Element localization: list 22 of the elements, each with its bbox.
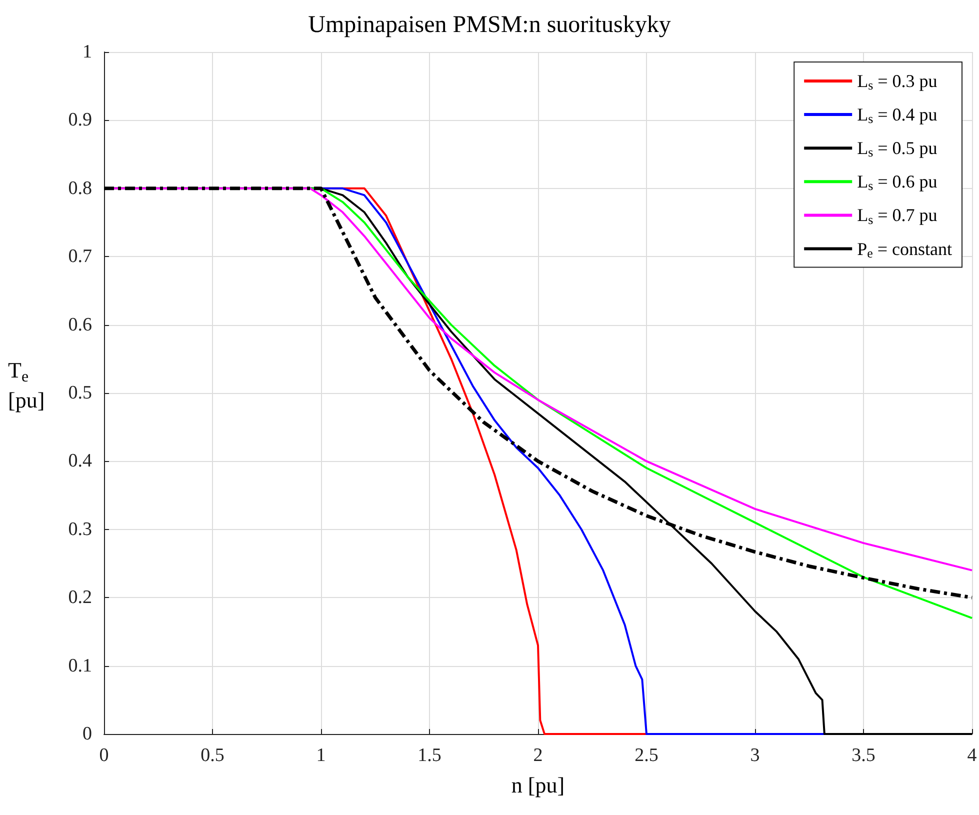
x-tick-label: 3.5 bbox=[852, 745, 876, 766]
y-tick-label: 0.4 bbox=[68, 450, 92, 472]
x-tick-label: 1 bbox=[316, 745, 326, 766]
x-tick-label: 4 bbox=[967, 745, 978, 766]
x-tick-label: 2 bbox=[533, 745, 543, 766]
x-tick-label: 3 bbox=[750, 745, 760, 766]
y-tick-label: 0.8 bbox=[68, 178, 92, 199]
x-tick-label: 2.5 bbox=[634, 745, 658, 766]
y-tick-label: 1 bbox=[82, 42, 92, 62]
chart-title: Umpinapaisen PMSM:n suorituskyky bbox=[308, 12, 671, 38]
y-tick-label: 0.2 bbox=[68, 587, 92, 608]
x-tick-label: 0.5 bbox=[200, 745, 224, 766]
y-tick-label: 0.9 bbox=[68, 110, 92, 131]
y-tick-label: 0.3 bbox=[68, 518, 92, 540]
x-axis-title: n [pu] bbox=[511, 772, 565, 798]
y-tick-label: 0.7 bbox=[68, 246, 92, 268]
y-tick-label: 0 bbox=[82, 724, 92, 744]
y-tick-label: 0.1 bbox=[68, 655, 92, 676]
y-tick-label: 0.5 bbox=[68, 382, 92, 404]
y-tick-label: 0.6 bbox=[68, 314, 92, 336]
x-tick-label: 0 bbox=[99, 745, 109, 766]
x-tick-label: 1.5 bbox=[418, 745, 442, 766]
